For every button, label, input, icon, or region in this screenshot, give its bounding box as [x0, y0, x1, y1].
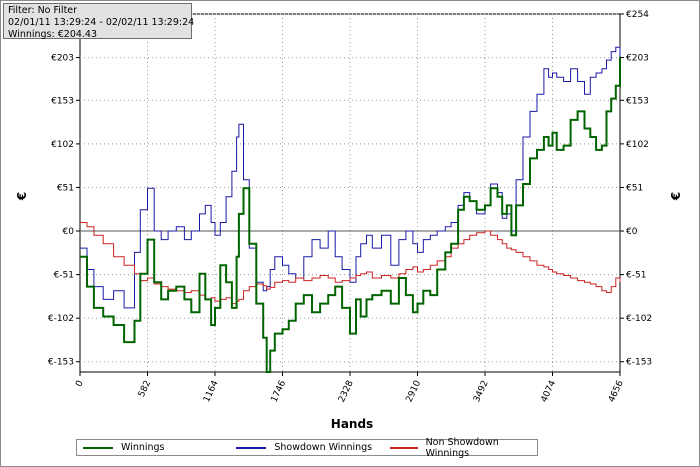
x-tick-label: 582: [137, 379, 153, 399]
legend-item-showdown: Showdown Winnings: [236, 442, 383, 453]
y-tick-label-right: €203: [626, 54, 649, 64]
legend-label-showdown: Showdown Winnings: [274, 442, 373, 453]
y-tick-label-right: €153: [626, 96, 649, 106]
x-tick-label: 4074: [539, 379, 558, 404]
x-tick-label: 1746: [269, 379, 288, 404]
y-tick-label-right: €-51: [626, 271, 646, 281]
legend-label-winnings: Winnings: [121, 442, 165, 453]
series-lines: [80, 46, 621, 373]
x-tick-label: 1164: [202, 379, 221, 404]
legend-swatch-non-showdown: [389, 446, 418, 449]
y-tick-label-right: €51: [626, 183, 643, 193]
filter-label: Filter: No Filter: [8, 5, 78, 16]
legend-item-winnings: Winnings: [83, 442, 230, 453]
x-ticks: 0 582 1164 1746 2328 2910 3492 4074 4656: [74, 372, 626, 404]
date-range: 02/01/11 13:29:24 - 02/02/11 13:29:24: [8, 17, 195, 28]
series-line-non-showdown: [80, 222, 621, 305]
x-tick-label: 4656: [607, 379, 626, 404]
y-tick-label-right: €102: [626, 140, 649, 150]
legend-swatch-showdown: [236, 446, 267, 449]
y-tick-label-left: €51: [57, 183, 74, 193]
y-ticks-right: €-153 €-102 €-51 €0 €51 €102 €153 €203 €254: [620, 10, 652, 368]
y-tick-label-left: €153: [51, 96, 74, 106]
chart-legend: Winnings Showdown Winnings Non Showdown …: [76, 436, 538, 459]
x-axis-title: Hands: [331, 417, 373, 431]
y-tick-label-left: €0: [63, 227, 75, 237]
y-axis-title-left: €: [15, 192, 29, 201]
legend-label-non-showdown: Non Showdown Winnings: [425, 436, 499, 459]
series-line-winnings: [80, 56, 621, 373]
y-tick-label-right: €-102: [626, 314, 652, 324]
legend-swatch-winnings: [83, 446, 113, 449]
y-tick-label-left: €-102: [48, 314, 74, 324]
y-tick-label-right: €-153: [626, 358, 652, 368]
winnings-total: Winnings: €204.43: [8, 29, 98, 40]
y-ticks-left: €-153 €-102 €-51 €0 €51 €102 €153 €203: [48, 13, 80, 368]
x-tick-label: 3492: [472, 379, 491, 404]
y-tick-label-left: €102: [51, 140, 74, 150]
x-tick-label: 0: [74, 379, 86, 389]
legend-item-non-showdown: Non Showdown Winnings: [389, 436, 537, 459]
y-tick-label-right: €254: [626, 10, 649, 20]
y-tick-label-left: €-153: [48, 358, 74, 368]
y-tick-label-left: €-51: [54, 271, 74, 281]
y-axis-title-right: €: [669, 192, 683, 201]
x-tick-label: 2328: [337, 379, 356, 404]
series-line-showdown: [80, 46, 621, 309]
filter-info-box: Filter: No Filter 02/01/11 13:29:24 - 02…: [3, 3, 195, 40]
y-tick-label-right: €0: [626, 227, 638, 237]
y-tick-label-left: €203: [51, 54, 74, 64]
x-tick-label: 2910: [404, 379, 423, 404]
